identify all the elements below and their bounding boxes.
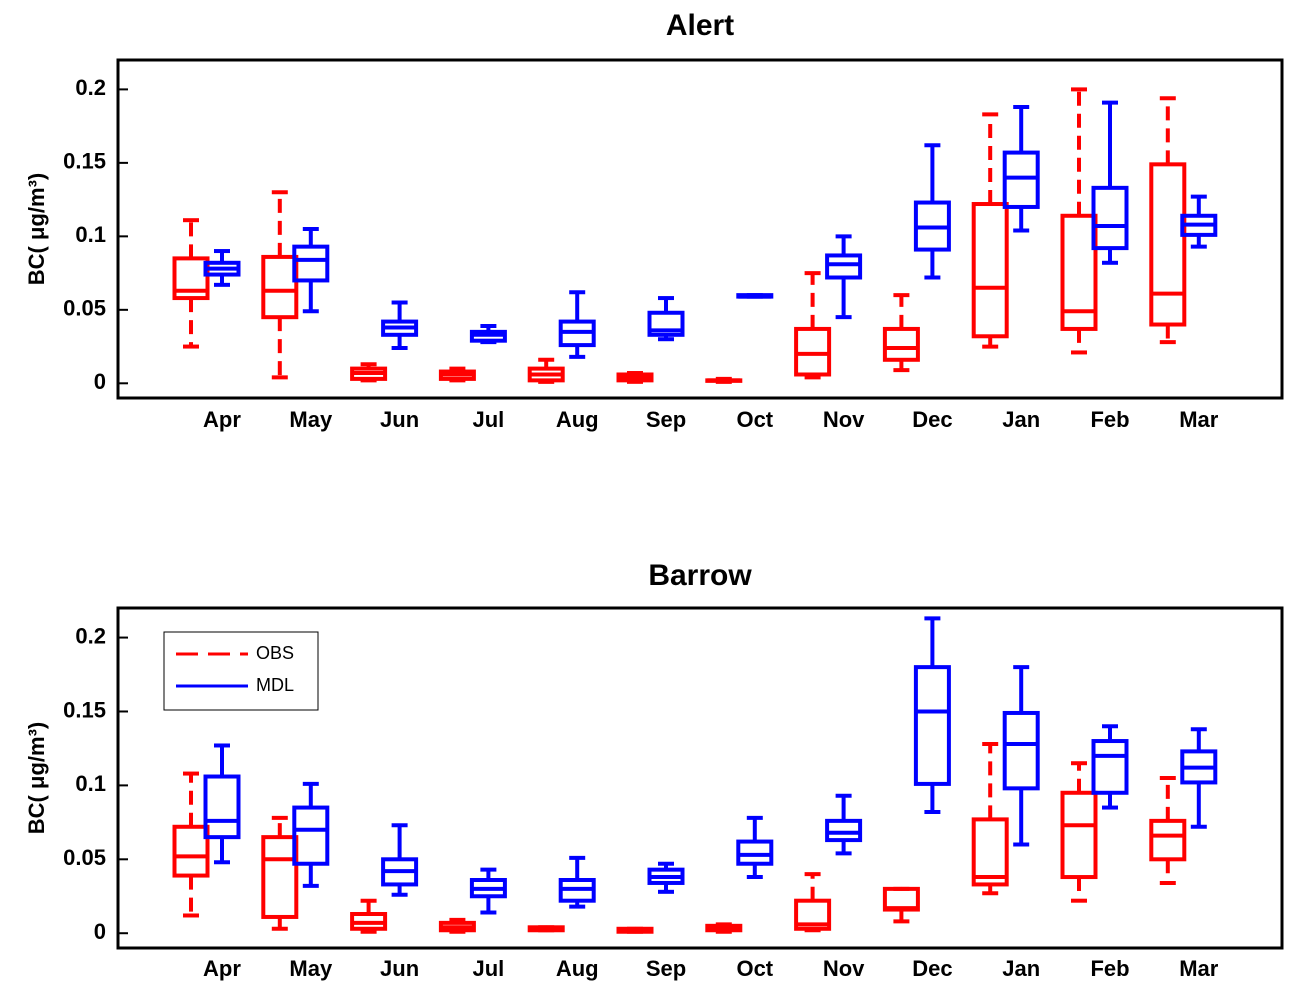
y-tick-label: 0.15 bbox=[63, 697, 106, 722]
box bbox=[1002, 710, 1040, 791]
plot-frame bbox=[116, 58, 1284, 400]
box bbox=[971, 817, 1009, 887]
x-tick-label: Jul bbox=[473, 956, 505, 981]
x-tick-label: May bbox=[289, 956, 333, 981]
x-tick-label: Mar bbox=[1179, 956, 1219, 981]
x-tick-label: Sep bbox=[646, 407, 686, 432]
x-tick-label: Mar bbox=[1179, 407, 1219, 432]
box bbox=[1091, 185, 1129, 251]
box bbox=[647, 310, 685, 337]
y-tick-label: 0 bbox=[94, 369, 106, 394]
box bbox=[172, 824, 210, 878]
chart-title: Alert bbox=[666, 9, 734, 42]
x-tick-label: Apr bbox=[203, 956, 241, 981]
box bbox=[1149, 818, 1187, 862]
box bbox=[261, 835, 299, 919]
x-tick-label: Feb bbox=[1090, 407, 1129, 432]
box bbox=[913, 665, 951, 786]
y-axis-label: BC( μg/m³) bbox=[24, 173, 49, 285]
box bbox=[1060, 790, 1098, 880]
box bbox=[292, 244, 330, 283]
y-tick-label: 0.1 bbox=[75, 222, 106, 247]
box bbox=[794, 326, 832, 377]
x-tick-label: Oct bbox=[736, 956, 773, 981]
y-tick-label: 0.1 bbox=[75, 771, 106, 796]
x-tick-label: Oct bbox=[736, 407, 773, 432]
x-tick-label: Feb bbox=[1090, 956, 1129, 981]
box bbox=[261, 254, 299, 320]
box bbox=[1091, 739, 1129, 795]
x-tick-label: Aug bbox=[556, 956, 599, 981]
x-tick-label: Sep bbox=[646, 956, 686, 981]
x-tick-label: Aug bbox=[556, 407, 599, 432]
x-tick-label: Jun bbox=[380, 407, 419, 432]
legend-label: OBS bbox=[256, 643, 294, 663]
box bbox=[1149, 162, 1187, 327]
plot-frame bbox=[116, 606, 1284, 950]
y-tick-label: 0.15 bbox=[63, 149, 106, 174]
x-tick-label: Jun bbox=[380, 956, 419, 981]
x-tick-label: Jan bbox=[1002, 407, 1040, 432]
box bbox=[203, 774, 241, 840]
y-tick-label: 0.05 bbox=[63, 845, 106, 870]
box bbox=[1002, 150, 1040, 209]
chart-title: Barrow bbox=[648, 559, 752, 592]
y-tick-label: 0.05 bbox=[63, 296, 106, 321]
box bbox=[736, 839, 774, 866]
box bbox=[292, 805, 330, 866]
y-tick-label: 0.2 bbox=[75, 75, 106, 100]
x-tick-label: Apr bbox=[203, 407, 241, 432]
box bbox=[971, 202, 1009, 339]
x-tick-label: Jan bbox=[1002, 956, 1040, 981]
y-tick-label: 0.2 bbox=[75, 623, 106, 648]
box bbox=[825, 818, 863, 843]
y-tick-label: 0 bbox=[94, 919, 106, 944]
legend-label: MDL bbox=[256, 675, 294, 695]
x-tick-label: May bbox=[289, 407, 333, 432]
x-tick-label: Jul bbox=[473, 407, 505, 432]
legend-box bbox=[163, 631, 319, 711]
box bbox=[825, 253, 863, 280]
x-tick-label: Nov bbox=[823, 956, 865, 981]
x-tick-label: Dec bbox=[912, 407, 952, 432]
box bbox=[794, 898, 832, 931]
x-tick-label: Nov bbox=[823, 407, 865, 432]
box bbox=[172, 256, 210, 301]
x-tick-label: Dec bbox=[912, 956, 952, 981]
box bbox=[882, 326, 920, 362]
y-axis-label: BC( μg/m³) bbox=[24, 722, 49, 834]
box bbox=[1060, 213, 1098, 331]
